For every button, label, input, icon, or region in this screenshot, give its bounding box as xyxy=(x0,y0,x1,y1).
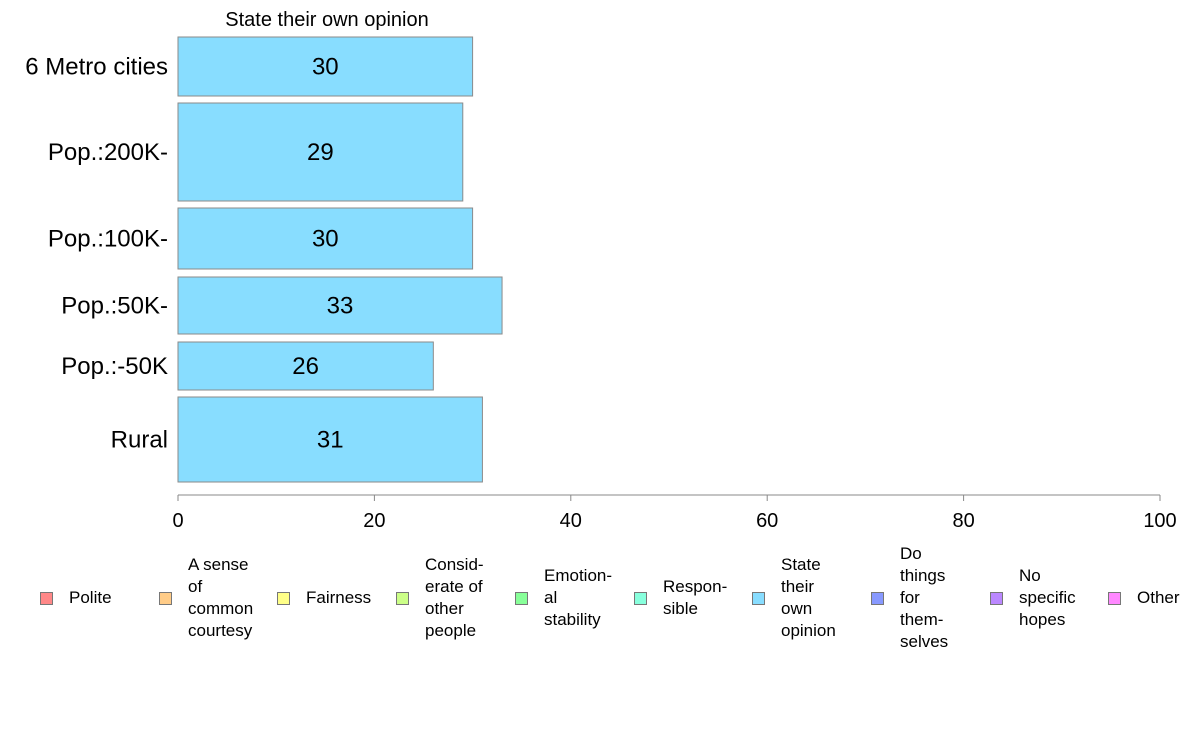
category-label: Pop.:-50K xyxy=(61,353,168,380)
category-label: Pop.:50K- xyxy=(61,293,168,320)
chart-title: State their own opinion xyxy=(225,9,428,31)
legend-label: Polite xyxy=(69,588,112,607)
bar-value-label: 33 xyxy=(327,293,354,320)
legend-label: No specific hopes xyxy=(1019,566,1076,629)
legend-item: Emotion- al stability xyxy=(515,540,612,656)
legend-label: Emotion- al stability xyxy=(544,566,613,629)
legend-item: No specific hopes xyxy=(990,540,1076,656)
legend-label: Fairness xyxy=(306,588,372,607)
legend-label: Do things for them- selves xyxy=(900,544,949,651)
bar-chart: State their own opinion 30 6 Metro cities… xyxy=(25,9,1177,532)
legend-label: Other xyxy=(1137,588,1180,607)
legend: Polite A sense of common courtesy Fairness… xyxy=(0,540,1188,660)
legend-swatch xyxy=(159,591,172,605)
legend-item: Other xyxy=(1108,540,1180,656)
bar-value-label: 30 xyxy=(312,54,339,81)
legend-swatch xyxy=(752,591,765,605)
x-tick-label: 80 xyxy=(952,510,974,532)
legend-swatch xyxy=(515,591,528,605)
category-label: Rural xyxy=(111,427,168,454)
legend-label: Respon- sible xyxy=(663,577,728,618)
legend-swatch xyxy=(1108,591,1121,605)
legend-swatch xyxy=(40,591,53,605)
x-tick-label: 100 xyxy=(1143,510,1176,532)
bars-group: 30 6 Metro cities 29 Pop.:200K- 30 Pop.:100K-… xyxy=(25,36,503,483)
x-tick-label: 20 xyxy=(363,510,385,532)
legend-label: State their own opinion xyxy=(781,555,836,640)
legend-item: Do things for them- selves xyxy=(871,540,948,656)
legend-label: A sense of common courtesy xyxy=(188,555,254,640)
category-label: Pop.:200K- xyxy=(48,139,168,166)
legend-item: Respon- sible xyxy=(634,540,727,656)
legend-swatch xyxy=(634,591,647,605)
legend-item: A sense of common courtesy xyxy=(159,540,253,656)
bar-value-label: 29 xyxy=(307,139,334,166)
bar-1 xyxy=(177,102,464,202)
bar-value-label: 31 xyxy=(317,427,344,454)
legend-label: Consid- erate of other people xyxy=(425,555,484,640)
bar-value-label: 26 xyxy=(292,353,319,380)
legend-swatch xyxy=(277,591,290,605)
legend-swatch xyxy=(871,591,884,605)
bar-3 xyxy=(177,276,503,335)
bar-4 xyxy=(177,341,434,391)
legend-swatch xyxy=(990,591,1003,605)
x-axis: 0 20 40 60 80 100 xyxy=(172,494,1177,532)
legend-swatch xyxy=(396,591,409,605)
bar-0 xyxy=(177,36,474,97)
bar-value-label: 30 xyxy=(312,226,339,253)
bar-5 xyxy=(177,396,483,483)
legend-item: Fairness xyxy=(277,540,371,656)
legend-item: Consid- erate of other people xyxy=(396,540,484,656)
legend-item: Polite xyxy=(40,540,112,656)
category-label: Pop.:100K- xyxy=(48,226,168,253)
x-tick-label: 40 xyxy=(560,510,582,532)
x-tick-label: 60 xyxy=(756,510,778,532)
legend-item: State their own opinion xyxy=(752,540,836,656)
x-tick-label: 0 xyxy=(172,510,183,532)
category-label: 6 Metro cities xyxy=(25,54,168,81)
bar-2 xyxy=(177,207,474,270)
